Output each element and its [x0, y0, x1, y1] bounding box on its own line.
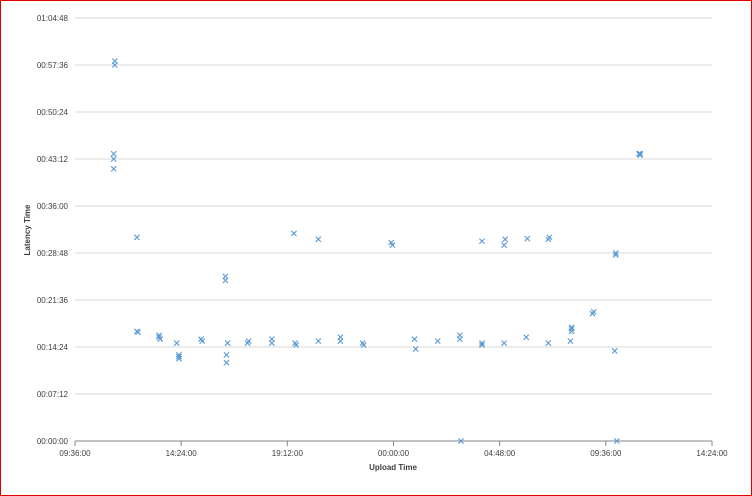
y-tick-label: 00:21:36: [37, 296, 69, 305]
data-point: [315, 236, 322, 243]
data-point: [223, 351, 230, 358]
data-point: [568, 324, 575, 331]
y-tick-label: 00:43:12: [37, 155, 69, 164]
data-point: [568, 325, 575, 332]
data-point: [590, 308, 597, 315]
data-point: [411, 336, 418, 343]
data-point: [223, 359, 230, 366]
data-point: [224, 340, 231, 347]
y-tick-label: 00:28:48: [37, 249, 69, 258]
data-point: [545, 340, 552, 347]
y-tick-label: 00:36:00: [37, 202, 69, 211]
data-point: [293, 342, 300, 349]
data-point: [524, 235, 531, 242]
x-tick-label: 14:24:00: [166, 449, 198, 458]
x-tick-label: 00:00:00: [378, 449, 410, 458]
data-points: [110, 58, 644, 444]
y-tick-label: 00:50:24: [37, 108, 69, 117]
data-point: [110, 165, 117, 172]
data-point: [478, 238, 485, 245]
data-point: [337, 338, 344, 345]
axes: [74, 440, 713, 446]
data-point: [523, 334, 530, 341]
data-point: [157, 336, 164, 343]
data-point: [111, 62, 118, 68]
data-point: [456, 336, 463, 343]
data-point: [315, 338, 322, 345]
data-point: [135, 329, 142, 336]
x-axis-tick-labels: 09:36:00 14:24:00 19:12:00 00:00:00 04:48:00…: [59, 449, 728, 458]
x-tick-label: 09:36:00: [59, 449, 91, 458]
data-point: [360, 342, 367, 349]
data-point: [501, 242, 508, 249]
x-axis-title: Upload Time: [369, 463, 417, 472]
data-point: [546, 234, 553, 241]
data-point: [389, 242, 396, 249]
data-point: [501, 340, 508, 347]
x-tick-label: 19:12:00: [272, 449, 304, 458]
data-point: [502, 236, 509, 243]
data-point: [290, 230, 297, 237]
y-tick-label: 00:07:12: [37, 390, 69, 399]
data-point: [567, 338, 574, 345]
data-point: [478, 342, 485, 349]
data-point: [110, 156, 117, 162]
data-point: [173, 340, 180, 347]
gridlines: [75, 17, 712, 395]
data-point: [133, 234, 140, 241]
data-point: [175, 353, 182, 360]
data-point: [175, 355, 182, 362]
data-point: [612, 251, 619, 258]
data-point: [268, 336, 275, 343]
y-tick-label: 00:00:00: [37, 437, 69, 446]
y-axis-tick-labels: 00:00:00 00:07:12 00:14:24 00:21:36 00:28:48…: [37, 14, 69, 446]
x-tick-label: 09:36:00: [590, 449, 622, 458]
y-tick-label: 01:04:48: [37, 14, 69, 23]
data-point: [222, 277, 229, 284]
data-point: [637, 152, 644, 159]
x-tick-label: 14:24:00: [696, 449, 728, 458]
data-point: [611, 347, 618, 354]
data-point: [478, 340, 485, 347]
data-point: [434, 338, 441, 345]
data-point: [245, 338, 252, 345]
x-tick-label: 04:48:00: [484, 449, 516, 458]
y-tick-label: 00:57:36: [37, 61, 69, 70]
data-point: [199, 338, 206, 345]
data-point: [110, 150, 117, 157]
data-point: [412, 345, 419, 352]
data-point: [457, 438, 464, 444]
y-axis-title: Latency Time: [23, 204, 32, 256]
data-point: [637, 150, 644, 157]
data-point: [613, 438, 620, 444]
data-point: [612, 250, 619, 256]
y-tick-label: 00:14:24: [37, 343, 69, 352]
